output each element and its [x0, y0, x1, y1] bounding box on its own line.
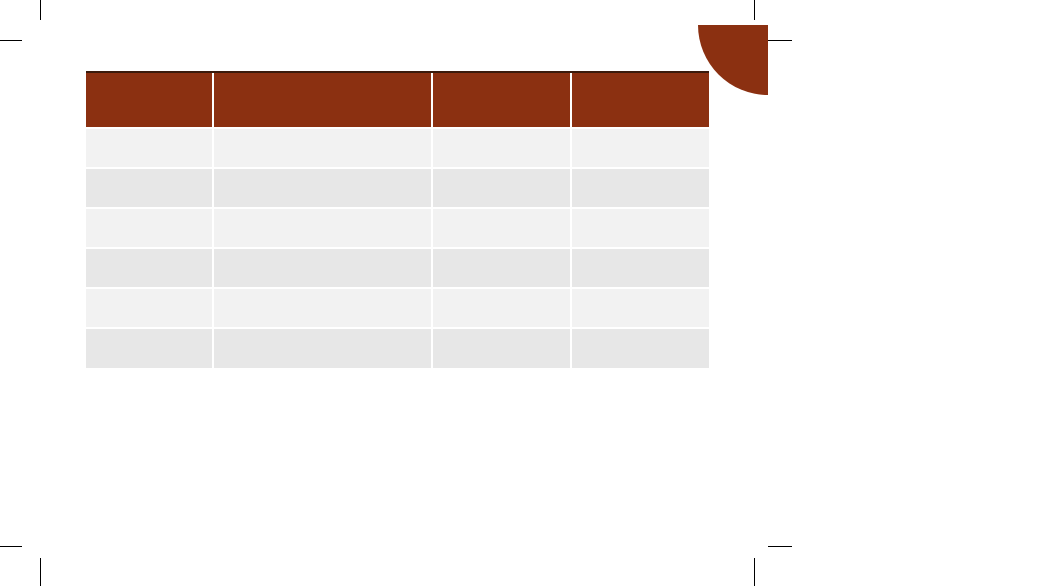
table-row — [86, 328, 709, 368]
table-row — [86, 168, 709, 208]
corner-decoration — [698, 25, 768, 95]
cell-borders — [86, 73, 709, 368]
table-row — [86, 208, 709, 248]
table-row — [86, 248, 709, 288]
table-row — [86, 288, 709, 328]
table-header — [86, 71, 709, 128]
header-top-rule — [86, 71, 709, 73]
table — [86, 71, 709, 368]
table-row — [86, 128, 709, 168]
rows-even — [86, 168, 709, 368]
crop-marks — [0, 0, 792, 586]
rows-odd — [86, 128, 709, 328]
